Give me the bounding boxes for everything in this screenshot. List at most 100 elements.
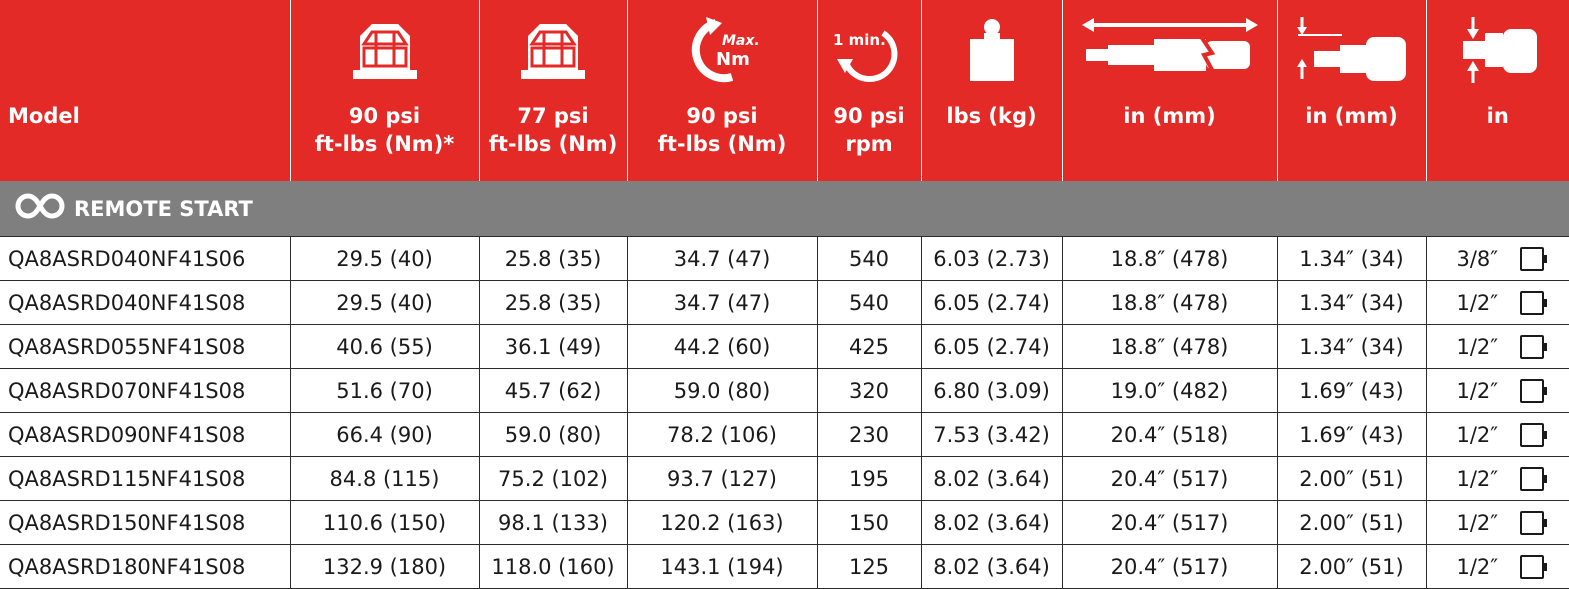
max-icon-bottom-text: Nm bbox=[716, 49, 750, 70]
drive-cell: 1/2″ bbox=[1426, 325, 1569, 369]
model-cell: QA8ASRD040NF41S08 bbox=[0, 281, 290, 325]
drive-size: 1/2″ bbox=[1457, 423, 1499, 447]
weight-icon bbox=[922, 14, 1062, 86]
section-row: REMOTE START bbox=[0, 181, 1569, 237]
max-torque-cell: 93.7 (127) bbox=[627, 457, 817, 501]
drive-cell: 1/2″ bbox=[1426, 281, 1569, 325]
drive-size: 1/2″ bbox=[1457, 291, 1499, 315]
rpm-cell: 540 bbox=[817, 237, 921, 281]
max-torque-cell: 143.1 (194) bbox=[627, 545, 817, 589]
torque-77-cell: 25.8 (35) bbox=[479, 281, 627, 325]
speed-icon-text: 1 min. bbox=[833, 31, 886, 49]
square-drive-icon bbox=[1520, 335, 1544, 359]
side-to-center-cell: 2.00″ (51) bbox=[1277, 545, 1426, 589]
rpm-cell: 425 bbox=[817, 325, 921, 369]
header-weight: lbs (kg) bbox=[921, 0, 1062, 181]
header-speed-psi: 90 psi bbox=[818, 102, 921, 130]
weight-cell: 7.53 (3.42) bbox=[921, 413, 1062, 457]
model-cell: QA8ASRD070NF41S08 bbox=[0, 369, 290, 413]
torque-77-cell: 98.1 (133) bbox=[479, 501, 627, 545]
max-torque-cell: 120.2 (163) bbox=[627, 501, 817, 545]
header-max-torque-unit: ft-lbs (Nm) bbox=[628, 130, 817, 158]
torque-90-cell: 51.6 (70) bbox=[290, 369, 479, 413]
rpm-cell: 195 bbox=[817, 457, 921, 501]
torque-77-cell: 36.1 (49) bbox=[479, 325, 627, 369]
header-torque-90-psi: 90 psi bbox=[291, 102, 479, 130]
max-torque-cell: 34.7 (47) bbox=[627, 237, 817, 281]
rpm-cell: 125 bbox=[817, 545, 921, 589]
square-drive-icon bbox=[1520, 555, 1544, 579]
header-weight-unit: lbs (kg) bbox=[922, 102, 1062, 130]
side-to-center-cell: 1.69″ (43) bbox=[1277, 413, 1426, 457]
drive-size: 1/2″ bbox=[1457, 555, 1499, 579]
max-torque-cell: 34.7 (47) bbox=[627, 281, 817, 325]
header-torque-90-unit: ft-lbs (Nm)* bbox=[291, 130, 479, 158]
torque-77-cell: 59.0 (80) bbox=[479, 413, 627, 457]
max-torque-icon: Max. Nm bbox=[628, 14, 817, 86]
tool-length-icon bbox=[1063, 14, 1277, 86]
drive-cell: 1/2″ bbox=[1426, 413, 1569, 457]
torque-90-cell: 40.6 (55) bbox=[290, 325, 479, 369]
square-drive-icon bbox=[1520, 467, 1544, 491]
side-to-center-cell: 2.00″ (51) bbox=[1277, 501, 1426, 545]
header-torque-90: 90 psi ft-lbs (Nm)* bbox=[290, 0, 479, 181]
length-cell: 19.0″ (482) bbox=[1062, 369, 1277, 413]
model-cell: QA8ASRD055NF41S08 bbox=[0, 325, 290, 369]
header-length: in (mm) bbox=[1062, 0, 1277, 181]
max-icon-top-text: Max. bbox=[722, 33, 760, 49]
max-torque-cell: 59.0 (80) bbox=[627, 369, 817, 413]
torque-90-cell: 29.5 (40) bbox=[290, 237, 479, 281]
side-to-center-cell: 1.34″ (34) bbox=[1277, 237, 1426, 281]
drive-cell: 1/2″ bbox=[1426, 457, 1569, 501]
section-label: REMOTE START bbox=[74, 197, 253, 221]
rpm-cell: 230 bbox=[817, 413, 921, 457]
header-torque-77-psi: 77 psi bbox=[480, 102, 627, 130]
torque-90-cell: 66.4 (90) bbox=[290, 413, 479, 457]
header-max-torque: Max. Nm 90 psi ft-lbs (Nm) bbox=[627, 0, 817, 181]
torque-90-cell: 132.9 (180) bbox=[290, 545, 479, 589]
length-cell: 18.8″ (478) bbox=[1062, 325, 1277, 369]
header-torque-77-unit: ft-lbs (Nm) bbox=[480, 130, 627, 158]
weight-cell: 8.02 (3.64) bbox=[921, 501, 1062, 545]
weight-cell: 6.05 (2.74) bbox=[921, 281, 1062, 325]
length-cell: 20.4″ (518) bbox=[1062, 413, 1277, 457]
torque-90-cell: 110.6 (150) bbox=[290, 501, 479, 545]
drive-size: 3/8″ bbox=[1457, 247, 1499, 271]
length-cell: 18.8″ (478) bbox=[1062, 237, 1277, 281]
side-to-center-icon bbox=[1278, 14, 1426, 86]
header-speed-unit: rpm bbox=[818, 130, 921, 158]
header-drive-unit: in bbox=[1427, 102, 1569, 130]
torque-90-cell: 84.8 (115) bbox=[290, 457, 479, 501]
length-cell: 20.4″ (517) bbox=[1062, 501, 1277, 545]
side-to-center-cell: 1.69″ (43) bbox=[1277, 369, 1426, 413]
rpm-cell: 320 bbox=[817, 369, 921, 413]
drive-cell: 3/8″ bbox=[1426, 237, 1569, 281]
torque-77-cell: 45.7 (62) bbox=[479, 369, 627, 413]
weight-cell: 6.80 (3.09) bbox=[921, 369, 1062, 413]
weight-cell: 8.02 (3.64) bbox=[921, 457, 1062, 501]
header-model: Model bbox=[0, 0, 290, 181]
side-to-center-cell: 1.34″ (34) bbox=[1277, 281, 1426, 325]
max-torque-cell: 78.2 (106) bbox=[627, 413, 817, 457]
drive-size: 1/2″ bbox=[1457, 335, 1499, 359]
length-cell: 18.8″ (478) bbox=[1062, 281, 1277, 325]
square-drive-icon bbox=[1520, 247, 1544, 271]
header-torque-77: 77 psi ft-lbs (Nm) bbox=[479, 0, 627, 181]
drive-size: 1/2″ bbox=[1457, 511, 1499, 535]
speed-rpm-icon: 1 min. bbox=[818, 14, 921, 86]
remote-start-icon bbox=[14, 192, 66, 225]
torque-77-cell: 25.8 (35) bbox=[479, 237, 627, 281]
drive-cell: 1/2″ bbox=[1426, 545, 1569, 589]
header-side-to-center-unit: in (mm) bbox=[1278, 102, 1426, 130]
model-cell: QA8ASRD040NF41S06 bbox=[0, 237, 290, 281]
length-cell: 20.4″ (517) bbox=[1062, 457, 1277, 501]
drive-size: 1/2″ bbox=[1457, 379, 1499, 403]
model-cell: QA8ASRD180NF41S08 bbox=[0, 545, 290, 589]
square-drive-icon bbox=[1520, 511, 1544, 535]
